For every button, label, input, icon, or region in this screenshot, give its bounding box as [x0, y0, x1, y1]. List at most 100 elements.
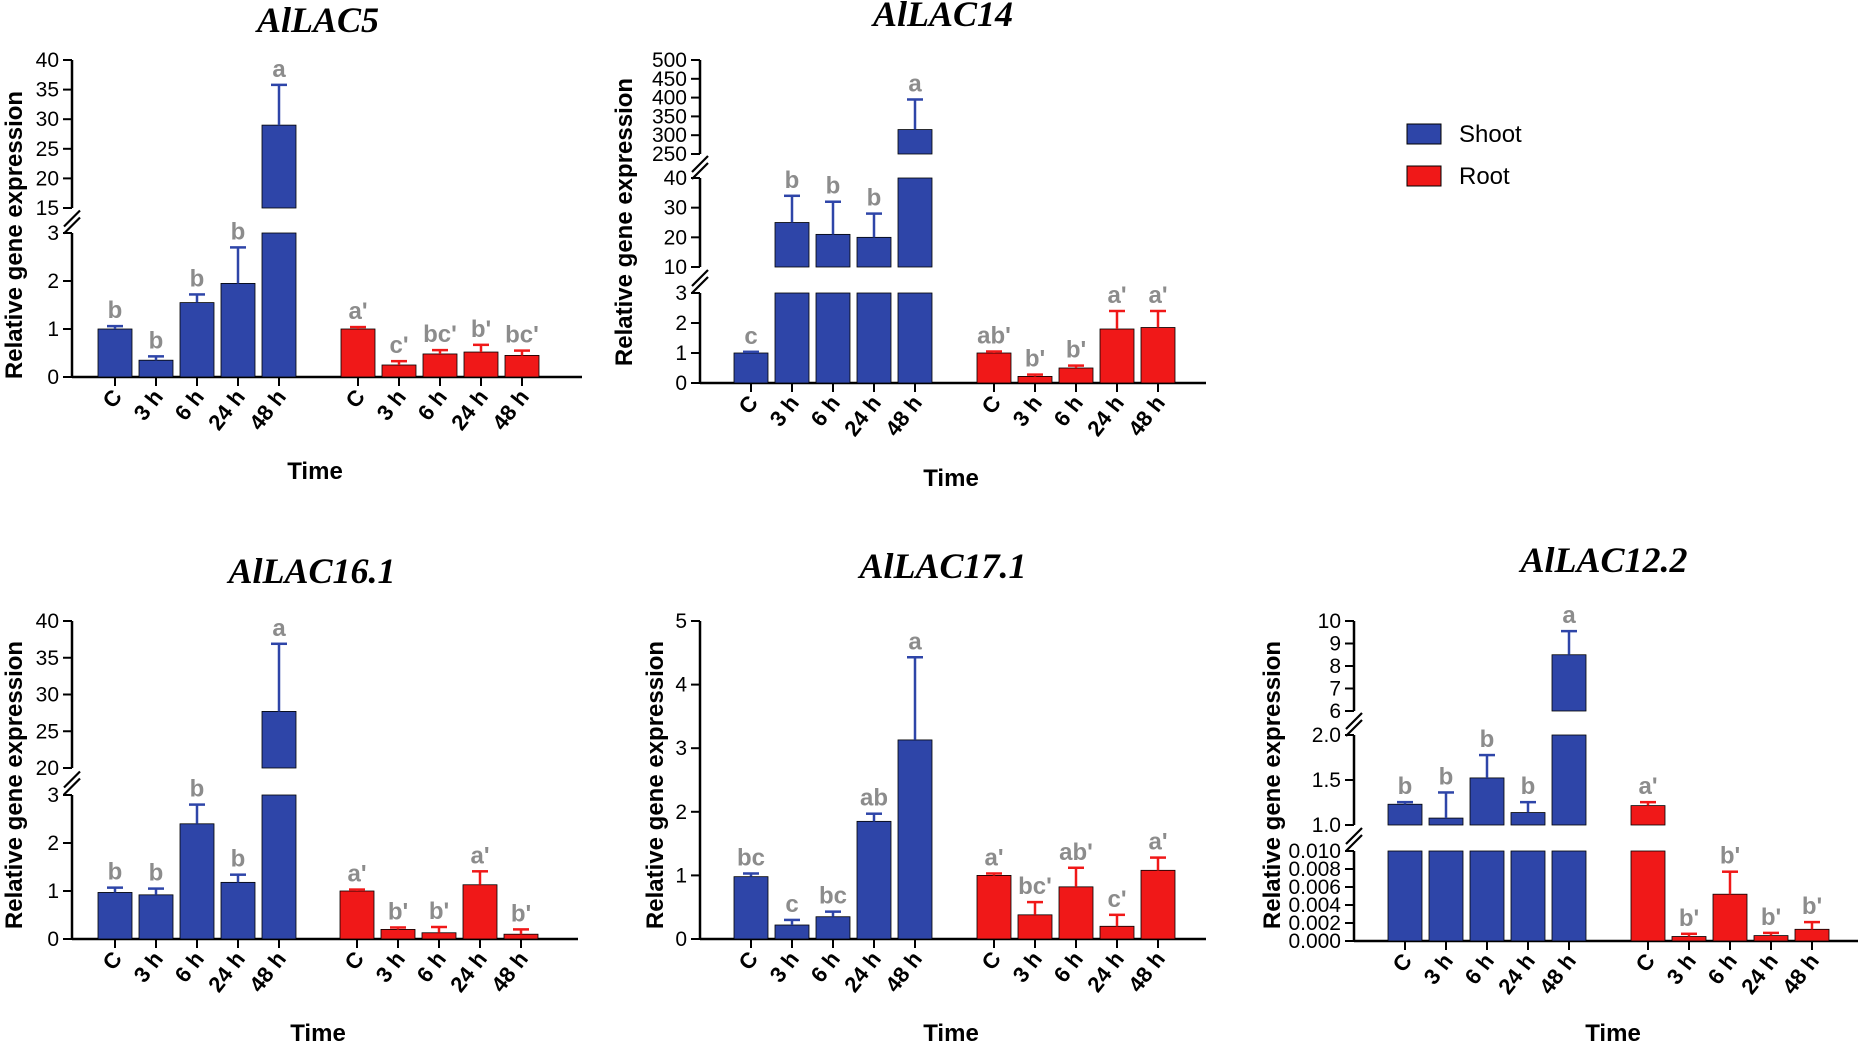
bar-shoot: [1551, 654, 1587, 712]
bar-shoot: [1428, 850, 1464, 942]
significance-label: b: [149, 860, 164, 887]
bar-shoot: [179, 823, 215, 940]
significance-label: ab': [1059, 839, 1093, 866]
y-tick-label: 0.002: [1288, 912, 1341, 935]
bar-root: [1671, 936, 1707, 942]
y-tick-label: 30: [36, 108, 59, 131]
significance-label: a': [348, 298, 367, 325]
significance-label: a: [1562, 602, 1576, 629]
x-tick-label: 24 h: [445, 947, 492, 997]
y-tick-label: 1: [675, 864, 687, 887]
bar-root: [1017, 914, 1053, 940]
bar-shoot: [179, 302, 215, 378]
x-tick-label: 48 h: [486, 947, 533, 997]
y-tick-label: 250: [652, 143, 687, 166]
y-tick-label: 0: [47, 366, 59, 389]
significance-label: b': [1720, 843, 1740, 870]
y-tick-label: 6: [1329, 700, 1341, 723]
bar-shoot: [1510, 850, 1546, 942]
significance-label: b': [1802, 893, 1822, 920]
y-tick-label: 3: [675, 737, 687, 760]
y-tick-label: 20: [664, 226, 687, 249]
y-tick-label: 35: [36, 79, 59, 102]
bar-shoot: [897, 292, 933, 384]
x-tick-label: 3 h: [129, 385, 168, 425]
bar-root: [1753, 935, 1789, 942]
bar-shoot: [774, 924, 810, 940]
bar-shoot: [856, 236, 892, 268]
y-tick-label: 9: [1329, 633, 1341, 656]
chart-panel-2: AlLAC14 Relative gene expression Time 0 1 2 3 1…: [611, 0, 1206, 492]
bar-shoot: [1510, 812, 1546, 826]
y-tick-label: 450: [652, 68, 687, 91]
significance-label: bc': [1018, 873, 1052, 900]
bar-root: [1140, 869, 1176, 940]
axis-break-mark: [691, 269, 709, 287]
bar-root: [381, 364, 417, 378]
bar-root: [1058, 886, 1094, 940]
bar-shoot: [261, 711, 297, 769]
bar-shoot: [733, 876, 769, 940]
x-tick-label: 3 h: [1008, 391, 1047, 431]
bar-shoot: [1551, 734, 1587, 826]
significance-label: a: [272, 615, 286, 642]
y-axis-label: Relative gene expression: [1259, 641, 1286, 929]
x-axis-label: Time: [923, 465, 979, 492]
y-tick-label: 30: [664, 197, 687, 220]
significance-label: b': [1066, 337, 1086, 364]
significance-label: b': [1025, 346, 1045, 373]
x-tick-label: C: [1387, 949, 1417, 977]
significance-label: a': [347, 861, 366, 888]
y-tick-label: 20: [36, 167, 59, 190]
y-tick-label: 5: [675, 610, 687, 633]
axis-break-mark: [63, 216, 81, 235]
x-tick-label: C: [340, 385, 370, 413]
significance-label: a': [1638, 773, 1657, 800]
significance-label: b: [149, 327, 164, 354]
y-tick-label: 3: [47, 784, 59, 807]
significance-label: a: [272, 56, 286, 83]
x-tick-label: 24 h: [446, 385, 493, 435]
y-tick-label: 25: [36, 720, 59, 743]
x-tick-label: 3 h: [1419, 949, 1458, 989]
y-tick-label: 0.000: [1288, 930, 1341, 953]
bar-shoot: [774, 222, 810, 268]
x-tick-label: C: [1630, 949, 1660, 977]
bar-root: [1712, 893, 1748, 942]
bar-root: [503, 933, 539, 940]
significance-label: b: [108, 859, 123, 886]
bar-shoot: [261, 124, 297, 209]
axis-break-mark: [63, 777, 81, 796]
significance-label: c': [1107, 886, 1126, 913]
x-tick-label: 24 h: [839, 947, 886, 997]
axis-break-mark: [1345, 719, 1363, 737]
x-tick-label: 48 h: [880, 391, 927, 441]
bar-shoot: [1428, 817, 1464, 826]
y-tick-label: 20: [36, 757, 59, 780]
significance-label: a': [1148, 282, 1167, 309]
axis-break-mark: [63, 209, 81, 228]
x-tick-label: C: [976, 947, 1006, 975]
y-tick-label: 40: [664, 167, 687, 190]
significance-label: ab': [977, 323, 1011, 350]
x-tick-label: 48 h: [1777, 949, 1824, 999]
x-tick-label: 24 h: [203, 385, 250, 435]
bar-root: [1630, 850, 1666, 942]
y-tick-label: 40: [36, 610, 59, 633]
significance-label: c': [389, 332, 408, 359]
bar-root: [421, 932, 457, 940]
bar-root: [1794, 928, 1830, 942]
significance-label: b': [471, 316, 491, 343]
x-tick-label: 3 h: [371, 947, 410, 987]
x-tick-label: 3 h: [1662, 949, 1701, 989]
significance-label: b: [1521, 773, 1536, 800]
bar-root: [1630, 805, 1666, 826]
y-tick-label: 1: [47, 318, 59, 341]
y-tick-label: 2: [675, 312, 687, 335]
axis-break-mark: [691, 155, 709, 173]
bar-shoot: [815, 233, 851, 268]
bar-shoot: [856, 292, 892, 384]
y-tick-label: 3: [47, 222, 59, 245]
bar-shoot: [1469, 850, 1505, 942]
